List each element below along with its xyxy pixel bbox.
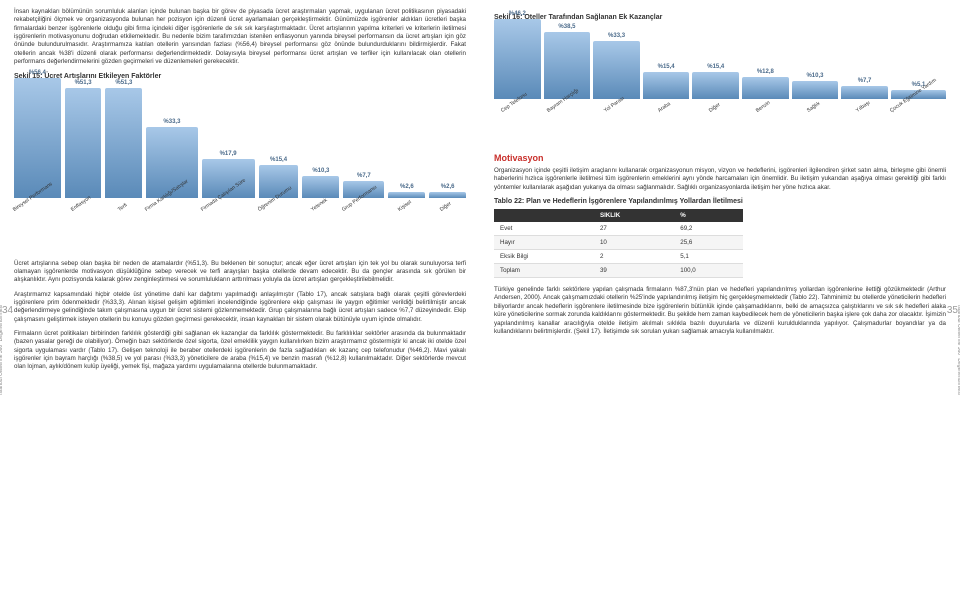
- table22-title: Tablo 22: Plan ve Hedeflerin İşgörenlere…: [494, 198, 946, 205]
- bar-item: %38,5Bayram Harçlığı: [544, 24, 591, 115]
- bar-item: %17,9Firmada Çalışılan Süre: [202, 151, 255, 213]
- bar-item: %5,1Çocuk Eğitimine Yardım: [891, 82, 946, 115]
- table-row: Toplam39100,0: [494, 264, 743, 278]
- table-header: SIKLIK: [594, 209, 674, 222]
- bar-item: %15,4Öğrenim Durumu: [259, 157, 299, 214]
- chart16: %46,2Cep Telefonu%38,5Bayram Harçlığı%33…: [494, 25, 946, 145]
- left-para-2: Ücret artışlarına sebep olan başka bir n…: [14, 260, 466, 285]
- chart15: %56,4Bireysel Performans%51,3Enflasyon%5…: [14, 84, 466, 254]
- motivation-heading: Motivasyon: [494, 153, 946, 163]
- table-row: Eksik Bilgi25,1: [494, 250, 743, 264]
- table-header: [494, 209, 594, 222]
- bar-item: %51,3Enflasyon: [65, 80, 102, 213]
- chart15-title: Şekil 15: Ücret Artışlarını Etkileyen Fa…: [14, 73, 466, 80]
- bar-item: %56,4Bireysel Performans: [14, 70, 61, 214]
- side-text-left: İstanbul Otellerine 360° Değerlendirmesi: [0, 305, 4, 395]
- bar-item: %7,7Yılbaşı: [841, 78, 888, 115]
- bar-item: %46,2Cep Telefonu: [494, 11, 541, 115]
- bar-item: %33,3Yol Parası: [593, 33, 640, 115]
- bar-item: %7,7Grup Performansı: [343, 173, 384, 213]
- table22: SIKLIK% Evet2769,2Hayır1025,6Eksik Bilgi…: [494, 209, 743, 278]
- left-para-1: İnsan kaynakları bölümünün sorumluluk al…: [14, 8, 466, 67]
- table-row: Hayır1025,6: [494, 236, 743, 250]
- side-text-right: İstanbul Otellerine 360° Değerlendirmesi: [956, 305, 960, 395]
- chart16-title: Şekil 16: Oteller Tarafından Sağlanan Ek…: [494, 14, 946, 21]
- table-row: Evet2769,2: [494, 222, 743, 236]
- bar-item: %15,4Diğer: [692, 64, 739, 115]
- table-header: %: [674, 209, 742, 222]
- bar-item: %51,3Terfi: [105, 80, 142, 213]
- bar-item: %33,3Firma Karlılığı/Satışlar: [146, 119, 197, 214]
- right-para-2: Türkiye genelinde farklı sektörlere yapı…: [494, 286, 946, 336]
- bar-item: %10,3Sağlık: [792, 73, 839, 115]
- bar-item: %12,8Benzin: [742, 69, 789, 115]
- bar-item: %2,6Diğer: [429, 184, 466, 214]
- right-para-1: Organizasyon içinde çeşitli iletişim ara…: [494, 167, 946, 192]
- bar-item: %2,6Kişisel: [388, 184, 425, 214]
- left-para-4: Firmaların ücret politikaları birbirinde…: [14, 330, 466, 372]
- bar-item: %15,4Araba: [643, 64, 690, 115]
- bar-item: %10,3Yetenek: [302, 168, 339, 214]
- left-para-3: Araştırmamız kapsamındaki hiçbir otelde …: [14, 291, 466, 324]
